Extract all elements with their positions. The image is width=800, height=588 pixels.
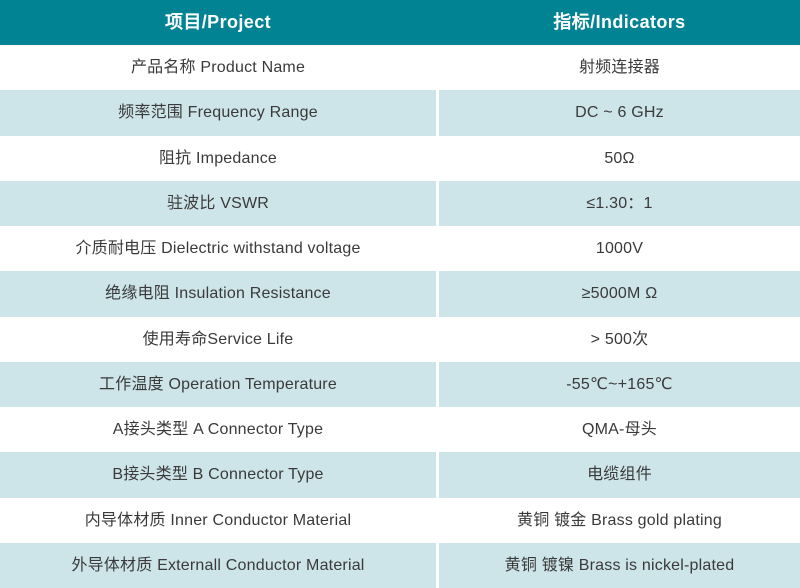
row-project-label: A接头类型 A Connector Type: [112, 421, 324, 439]
row-project-label: 介质耐电压 Dielectric withstand voltage: [75, 240, 361, 258]
table-row: 频率范围 Frequency Range DC ~ 6 GHz: [0, 90, 800, 136]
table-row: 驻波比 VSWR ≤1.30：1: [0, 180, 800, 226]
table-row: 介质耐电压 Dielectric withstand voltage 1000V: [0, 226, 800, 272]
row-indicator-value: ≤1.30：1: [436, 180, 800, 226]
row-indicator-value: 50Ω: [436, 135, 800, 181]
row-project-label: 使用寿命Service Life: [142, 330, 294, 348]
header-project: 项目/Project: [164, 11, 272, 32]
table-row: 产品名称 Product Name 射频连接器: [0, 45, 800, 91]
row-project-label: 外导体材质 Externall Conductor Material: [71, 556, 365, 574]
row-project-label: 绝缘电阻 Insulation Resistance: [105, 285, 331, 303]
row-indicator-value: 1000V: [436, 226, 800, 272]
row-indicator-value: 电缆组件: [436, 452, 800, 498]
row-project-label: B接头类型 B Connector Type: [112, 466, 324, 484]
table-header-row: 项目/Project 指标/Indicators: [0, 0, 800, 45]
table-row: B接头类型 B Connector Type 电缆组件: [0, 452, 800, 498]
row-indicator-value: ≥5000M Ω: [436, 271, 800, 317]
table-row: 外导体材质 Externall Conductor Material 黄铜 镀镍…: [0, 542, 800, 588]
row-indicator-value: 黄铜 镀金 Brass gold plating: [436, 497, 800, 543]
header-indicators: 指标/Indicators: [553, 11, 686, 32]
row-project-label: 频率范围 Frequency Range: [118, 104, 318, 122]
row-indicator-value: -55℃~+165℃: [436, 361, 800, 407]
row-project-label: 工作温度 Operation Temperature: [99, 375, 337, 393]
row-project-label: 驻波比 VSWR: [166, 194, 270, 212]
row-indicator-value: QMA-母头: [436, 407, 800, 453]
table-row: 工作温度 Operation Temperature -55℃~+165℃: [0, 361, 800, 407]
table-row: 使用寿命Service Life > 500次: [0, 316, 800, 362]
row-indicator-value: > 500次: [436, 316, 800, 362]
table-row: 绝缘电阻 Insulation Resistance ≥5000M Ω: [0, 271, 800, 317]
row-project-label: 阻抗 Impedance: [158, 149, 277, 167]
table-row: A接头类型 A Connector Type QMA-母头: [0, 407, 800, 453]
row-project-label: 产品名称 Product Name: [130, 59, 306, 77]
table-row: 内导体材质 Inner Conductor Material 黄铜 镀金 Bra…: [0, 497, 800, 543]
row-indicator-value: DC ~ 6 GHz: [436, 90, 800, 136]
row-indicator-value: 射频连接器: [436, 45, 800, 91]
table-row: 阻抗 Impedance 50Ω: [0, 135, 800, 181]
row-indicator-value: 黄铜 镀镍 Brass is nickel-plated: [436, 542, 800, 588]
row-project-label: 内导体材质 Inner Conductor Material: [84, 511, 352, 529]
